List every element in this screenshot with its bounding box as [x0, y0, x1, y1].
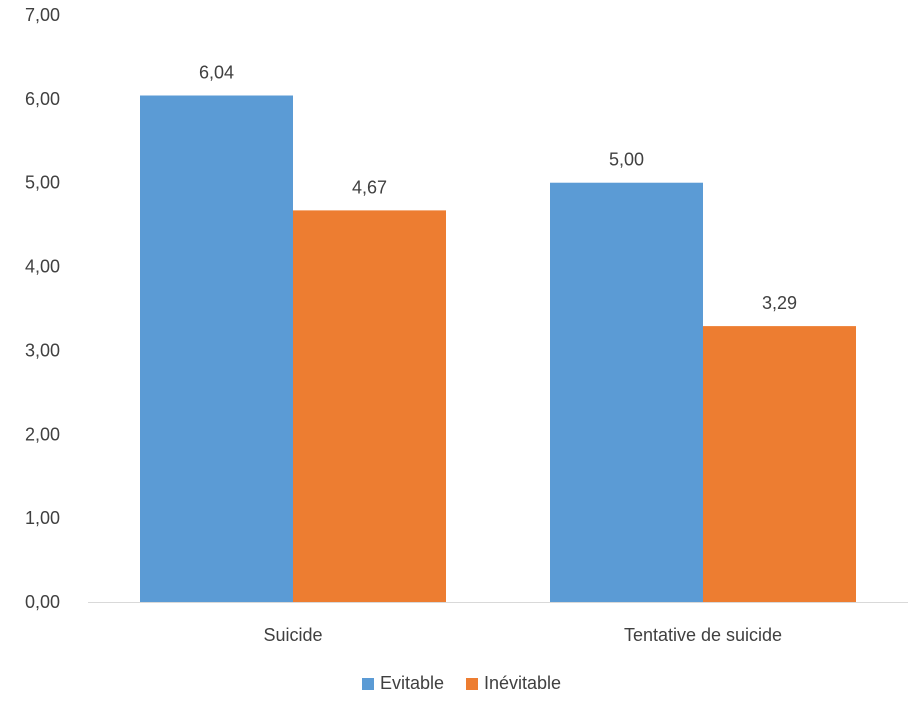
y-tick-label: 5,00 — [25, 173, 60, 193]
y-tick-label: 4,00 — [25, 257, 60, 277]
y-tick-label: 3,00 — [25, 340, 60, 360]
legend-label-evitable: Evitable — [379, 673, 444, 693]
data-label: 4,67 — [352, 177, 387, 197]
legend-swatch-inevitable — [465, 677, 478, 690]
legend-swatch-evitable — [361, 677, 374, 690]
x-tick-label: Suicide — [263, 625, 322, 645]
data-label: 5,00 — [609, 150, 644, 170]
bar — [140, 95, 293, 602]
legend-item-inevitable: Inévitable — [465, 673, 562, 694]
data-label: 3,29 — [762, 293, 797, 313]
y-tick-label: 2,00 — [25, 424, 60, 444]
legend: Evitable Inévitable — [0, 673, 923, 694]
y-tick-label: 7,00 — [25, 5, 60, 25]
bar — [550, 182, 703, 602]
data-label: 6,04 — [199, 63, 234, 83]
y-tick-label: 1,00 — [25, 508, 60, 528]
y-tick-label: 0,00 — [25, 592, 60, 612]
legend-label-inevitable: Inévitable — [483, 673, 562, 693]
legend-item-evitable: Evitable — [361, 673, 444, 694]
bar — [293, 210, 446, 602]
bar — [703, 326, 856, 602]
y-tick-label: 6,00 — [25, 89, 60, 109]
x-tick-label: Tentative de suicide — [624, 625, 782, 645]
